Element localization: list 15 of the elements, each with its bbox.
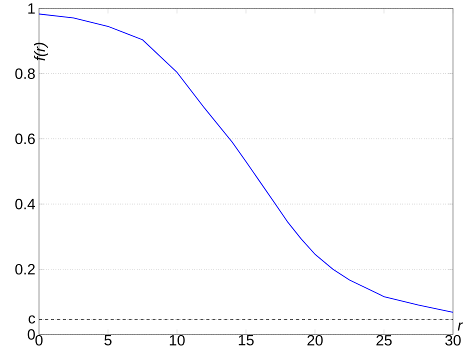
y-tick-label: 0.6	[15, 133, 35, 144]
x-tick-label: 20	[307, 334, 323, 346]
y-tick-label: 0.2	[15, 264, 35, 274]
y-tick-label: 1	[28, 3, 35, 14]
x-axis-title: r	[458, 322, 463, 330]
x-tick-label: 30	[445, 334, 461, 346]
x-tick-label: 5	[104, 334, 112, 346]
x-tick-label: 15	[238, 334, 254, 346]
x-tick-label: 25	[376, 334, 392, 346]
x-tick-label: 10	[170, 334, 185, 346]
y-axis-title: f(r)	[34, 42, 48, 60]
x-tick-label: 0	[35, 334, 43, 346]
y-tick-label: c	[28, 315, 36, 324]
y-tick-label: 0.8	[15, 68, 35, 79]
y-tick-label: 0.4	[15, 198, 36, 210]
